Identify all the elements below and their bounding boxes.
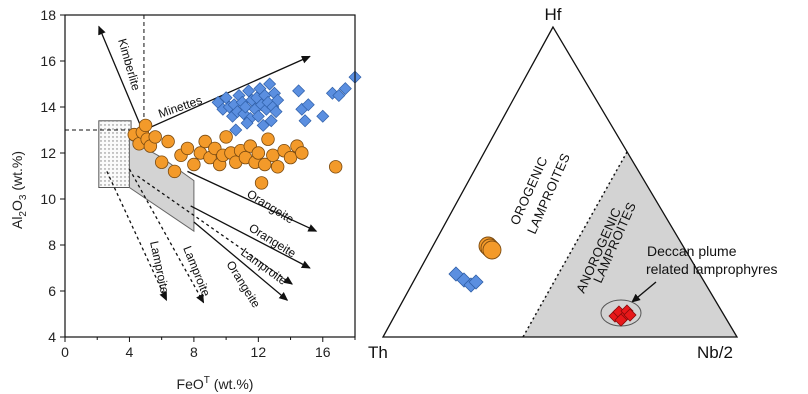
deccan-legend-line2: related lamprophyres: [646, 261, 778, 277]
field-boundary: [522, 151, 628, 338]
apex-th: Th: [368, 343, 388, 362]
orange-circle-point: [258, 157, 272, 172]
x-tick-label: 4: [126, 344, 134, 360]
x-tick-label: 12: [251, 344, 267, 360]
orangeite-arrow-2: [190, 205, 311, 269]
minettes-label: Minettes: [156, 93, 203, 121]
y-tick-label: 10: [40, 191, 56, 207]
lamproite-arrow-2: [128, 168, 205, 304]
ternary-red-point: [614, 313, 628, 327]
orange-circle-point: [283, 150, 298, 165]
legend-pointer-arrow: [631, 281, 657, 303]
ternary-points: [448, 236, 637, 327]
blue-diamond-point: [269, 105, 283, 119]
blue-diamond-point: [298, 114, 312, 128]
orange-circle-point: [270, 160, 285, 174]
lamproite-label-3: Lamproite: [147, 240, 172, 295]
blue-diamond-point: [256, 118, 270, 132]
apex-nb2: Nb/2: [697, 343, 733, 362]
blue-diamond-point: [229, 123, 243, 137]
orange-circle-point: [261, 132, 275, 146]
deccan-legend-line1: Deccan plume: [647, 243, 737, 259]
apex-hf: Hf: [545, 5, 562, 24]
lamproite-arrow-1: [137, 175, 293, 285]
y-tick-label: 12: [40, 145, 56, 161]
orangeite-label-1: Orangeite: [244, 187, 296, 227]
kimberlite-box: [98, 120, 132, 188]
blue-diamond-point: [316, 109, 330, 123]
blue-diamond-point: [240, 116, 254, 130]
blue-diamond-point: [271, 93, 285, 107]
orange-circle-point: [167, 164, 182, 179]
x-tick-label: 16: [315, 344, 331, 360]
x-axis-label: FeOT (wt.%): [177, 375, 254, 392]
blue-diamond-point: [292, 84, 306, 98]
plot-frame: [64, 14, 356, 338]
orange-circle-point: [266, 148, 280, 163]
blue-diamond-point: [264, 114, 278, 128]
orange-circle-point: [254, 176, 269, 190]
ternary-diagram: Hf Th Nb/2 OROGENIC LAMPROITES ANOROGENI…: [368, 5, 778, 362]
orange-circle-point: [198, 134, 212, 149]
blue-diamond-point: [251, 109, 265, 123]
ternary-blue-point: [468, 274, 484, 290]
anorogenic-field: [523, 152, 737, 337]
trend-arrows: [98, 25, 318, 304]
orange-circle-point: [187, 157, 201, 172]
orange-circle-point: [161, 134, 175, 149]
y-axis-label: Al2O3 (wt.%): [9, 151, 29, 229]
y-tick-label: 4: [48, 329, 56, 345]
orange-circle-point: [180, 141, 195, 156]
kimberlite-arrow: [98, 25, 143, 131]
orange-circle-point: [295, 146, 309, 160]
kimberlite-label: Kimberlite: [115, 37, 143, 92]
y-tick-label: 6: [48, 283, 56, 299]
y-tick-label: 8: [48, 237, 56, 253]
orange-circle-point: [148, 130, 162, 144]
blue-diamond-point: [301, 98, 315, 112]
orange-circle-point: [251, 146, 266, 160]
orangeite-arrow-3: [193, 221, 289, 301]
blue-diamond-point: [338, 82, 352, 96]
y-tick-label: 14: [40, 99, 56, 115]
orange-circle-point: [138, 118, 153, 133]
blue-diamond-point: [238, 100, 252, 114]
x-tick-label: 8: [190, 344, 198, 360]
x-tick-label: 0: [61, 344, 69, 360]
y-tick-label: 18: [40, 7, 56, 23]
orange-circle-point: [219, 130, 233, 144]
ternary-orange-point: [482, 240, 502, 260]
orangeite-field: [128, 138, 195, 233]
blue-diamond-point: [332, 89, 346, 102]
orange-circle-point: [328, 160, 343, 174]
orangeite-arrow-1: [187, 170, 318, 232]
field-shapes: [65, 15, 195, 233]
data-points: [127, 70, 362, 190]
y-tick-label: 16: [40, 53, 56, 69]
blue-diamond-point: [263, 77, 277, 91]
orange-circle-point: [154, 155, 169, 169]
ternary-triangle: [381, 25, 739, 338]
ternary-red-point: [623, 308, 637, 322]
